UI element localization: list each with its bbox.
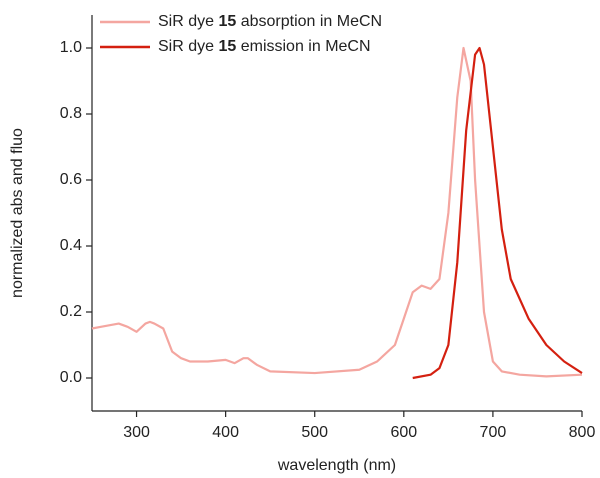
legend-label: SiR dye 15 absorption in MeCN (158, 13, 382, 30)
legend-label: SiR dye 15 emission in MeCN (158, 38, 371, 55)
y-tick-label: 0.8 (60, 105, 82, 122)
x-tick-label: 400 (212, 424, 239, 441)
y-tick-label: 1.0 (60, 39, 82, 56)
x-tick-label: 500 (301, 424, 328, 441)
series-line (412, 46, 583, 380)
y-tick-label: 0.0 (60, 369, 82, 386)
y-tick-label: 0.2 (60, 303, 82, 320)
series-line (91, 46, 583, 378)
x-tick-label: 300 (123, 424, 150, 441)
y-tick-label: 0.6 (60, 171, 82, 188)
x-tick-label: 700 (480, 424, 507, 441)
y-tick-label: 0.4 (60, 237, 82, 254)
x-axis-label: wavelength (nm) (277, 457, 396, 474)
y-axis-label: normalized abs and fluo (9, 128, 26, 298)
x-tick-label: 600 (390, 424, 417, 441)
x-tick-label: 800 (569, 424, 596, 441)
